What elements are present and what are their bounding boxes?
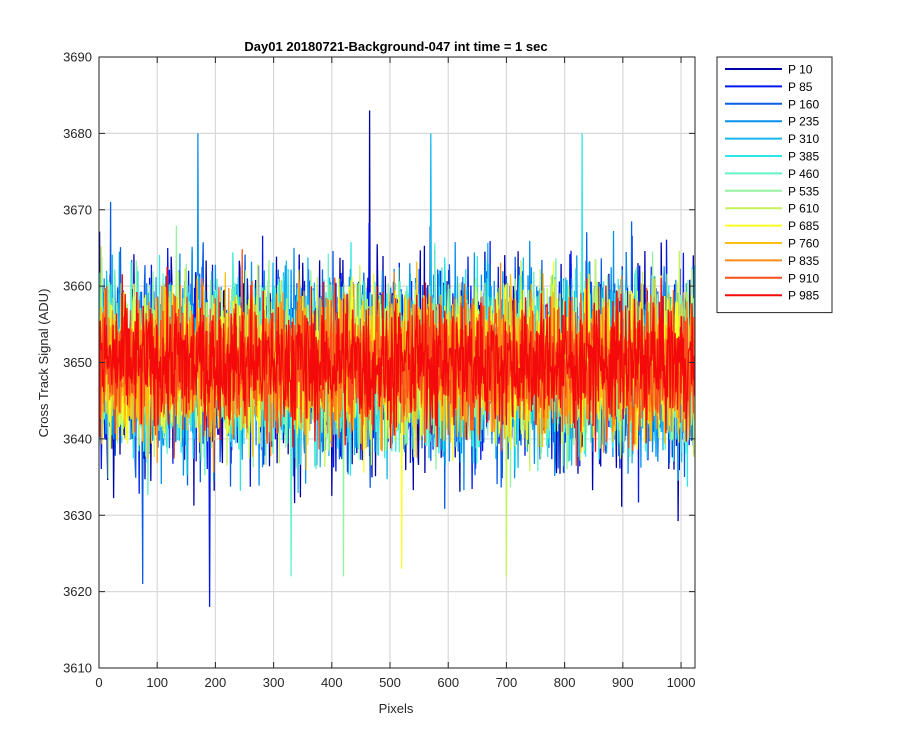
x-tick-label: 400 — [321, 675, 343, 690]
x-tick-label: 300 — [263, 675, 285, 690]
x-tick-label: 800 — [554, 675, 576, 690]
y-tick-label: 3690 — [63, 50, 92, 65]
y-tick-label: 3630 — [63, 508, 92, 523]
y-tick-label: 3680 — [63, 126, 92, 141]
x-tick-label: 600 — [437, 675, 459, 690]
y-tick-label: 3670 — [63, 202, 92, 217]
y-tick-label: 3660 — [63, 279, 92, 294]
legend-entry-label: P 610 — [788, 202, 819, 216]
x-tick-label: 900 — [612, 675, 634, 690]
y-axis-label: Cross Track Signal (ADU) — [36, 289, 51, 438]
legend-entry-label: P 160 — [788, 97, 819, 111]
y-tick-label: 3620 — [63, 584, 92, 599]
legend[interactable]: P 10 P 85 P 160 P 235 P 310 P 385 P 460 P 535 P … — [716, 56, 833, 314]
legend-entry-label: P 385 — [788, 150, 819, 164]
x-tick-label: 700 — [496, 675, 518, 690]
legend-entry-label: P 460 — [788, 167, 819, 181]
x-tick-label: 1000 — [667, 675, 696, 690]
series-layer — [99, 110, 695, 607]
x-tick-label: 200 — [205, 675, 227, 690]
legend-entry-label: P 685 — [788, 219, 819, 233]
legend-entry-label: P 910 — [788, 271, 819, 285]
legend-entry-label: P 535 — [788, 184, 819, 198]
series-line — [99, 266, 695, 452]
legend-entry-label: P 10 — [788, 63, 813, 77]
legend-box — [716, 56, 833, 314]
y-tick-label: 3640 — [63, 431, 92, 446]
legend-entry-label: P 85 — [788, 80, 813, 94]
axis-ticks: 0 100 200 300 400 500 600 700 800 900 1000 3610 3620… — [63, 50, 695, 691]
x-tick-label: 100 — [146, 675, 168, 690]
x-tick-label: 500 — [379, 675, 401, 690]
y-tick-label: 3610 — [63, 661, 92, 676]
x-tick-label: 0 — [95, 675, 102, 690]
legend-entry-label: P 985 — [788, 289, 819, 303]
legend-entry-label: P 235 — [788, 115, 819, 129]
y-tick-label: 3650 — [63, 355, 92, 370]
chart-title: Day01 20180721-Background-047 int time =… — [244, 39, 547, 54]
legend-entry-label: P 760 — [788, 237, 819, 251]
legend-entry-label: P 835 — [788, 254, 819, 268]
legend-entry-label: P 310 — [788, 132, 819, 146]
x-axis-label: Pixels — [379, 701, 414, 716]
